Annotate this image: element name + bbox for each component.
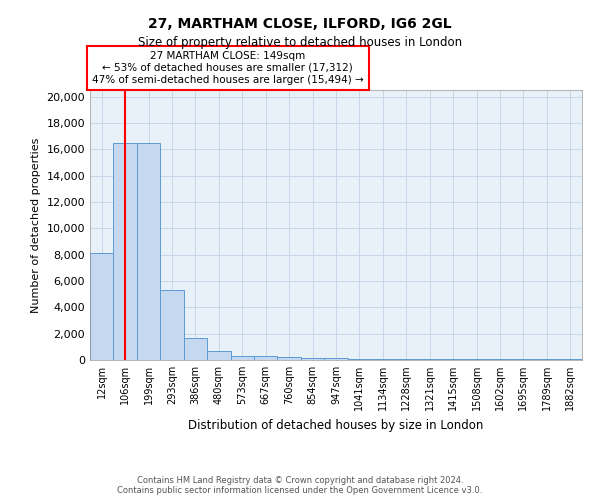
X-axis label: Distribution of detached houses by size in London: Distribution of detached houses by size … <box>188 418 484 432</box>
Bar <box>418 358 442 360</box>
Bar <box>113 142 137 360</box>
Text: 27 MARTHAM CLOSE: 149sqm
← 53% of detached houses are smaller (17,312)
47% of se: 27 MARTHAM CLOSE: 149sqm ← 53% of detach… <box>92 52 364 84</box>
Bar <box>512 358 535 360</box>
Bar <box>301 358 324 360</box>
Bar <box>488 358 512 360</box>
Text: Contains HM Land Registry data © Crown copyright and database right 2024.
Contai: Contains HM Land Registry data © Crown c… <box>118 476 482 495</box>
Bar <box>442 358 465 360</box>
Text: Size of property relative to detached houses in London: Size of property relative to detached ho… <box>138 36 462 49</box>
Bar <box>254 356 277 360</box>
Bar <box>559 358 582 360</box>
Bar <box>277 358 301 360</box>
Y-axis label: Number of detached properties: Number of detached properties <box>31 138 41 312</box>
Bar <box>207 351 230 360</box>
Text: 27, MARTHAM CLOSE, ILFORD, IG6 2GL: 27, MARTHAM CLOSE, ILFORD, IG6 2GL <box>148 18 452 32</box>
Bar <box>160 290 184 360</box>
Bar <box>535 358 559 360</box>
Bar <box>348 358 371 360</box>
Bar <box>230 356 254 360</box>
Bar <box>324 358 348 360</box>
Bar <box>395 358 418 360</box>
Bar <box>371 358 395 360</box>
Bar <box>184 338 207 360</box>
Bar <box>90 254 113 360</box>
Bar <box>465 358 488 360</box>
Bar <box>137 142 160 360</box>
